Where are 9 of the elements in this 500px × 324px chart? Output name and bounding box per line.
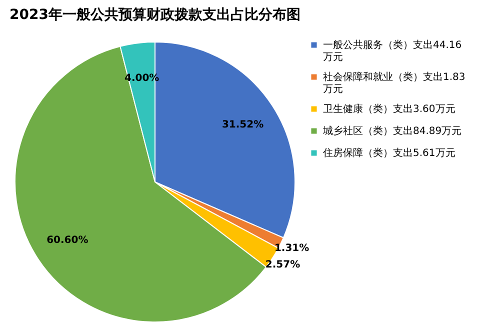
- chart-title: 2023年一般公共预算财政拨款支出占比分布图: [10, 7, 300, 24]
- data-label: 60.60%: [46, 234, 88, 246]
- legend-label: 社会保障和就业（类）支出1.83万元: [323, 71, 466, 95]
- data-label: 31.52%: [222, 119, 264, 130]
- legend-label: 住房保障（类）支出5.61万元: [323, 147, 456, 159]
- legend-label: 卫生健康（类）支出3.60万元: [323, 103, 456, 115]
- data-label: 2.57%: [265, 259, 300, 270]
- legend-label: 城乡社区（类）支出84.89万元: [322, 125, 462, 137]
- legend-label: 一般公共服务（类）支出44.16万元: [323, 39, 462, 63]
